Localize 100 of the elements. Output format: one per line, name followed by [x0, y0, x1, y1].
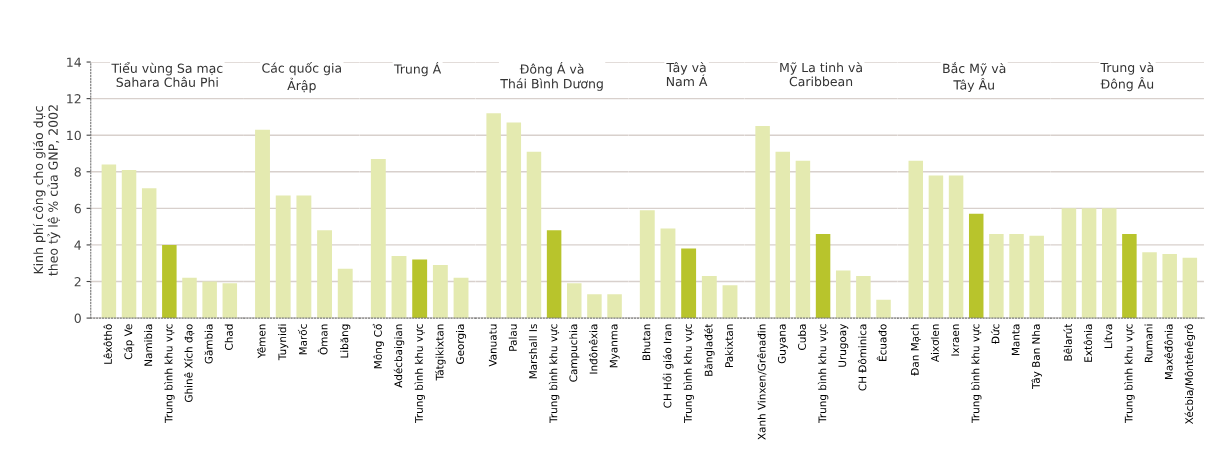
x-tick-label: Marốc [297, 324, 307, 355]
bar [1122, 233, 1137, 319]
bar [876, 299, 891, 319]
x-tick-label: Tây Ban Nha [1031, 324, 1042, 389]
x-tick-label: Cáp Ve [123, 324, 135, 360]
x-tick-label: Trung bình khu vực [683, 324, 694, 423]
bar [1142, 252, 1157, 319]
bar [255, 129, 270, 319]
bar [1009, 233, 1024, 319]
bar [526, 151, 542, 319]
text: Các quốc gia Ảrập [262, 62, 341, 93]
y-tick-label: 6 [74, 203, 81, 214]
bar [101, 164, 117, 319]
bar [202, 281, 217, 319]
chart-title: Tây và Nam Á [666, 62, 708, 87]
x-tick-label: Ixraen [951, 324, 960, 356]
bar [795, 160, 811, 319]
bar [370, 158, 386, 319]
y-axis-title: Kinh phí công cho giáo dục theo tỷ lệ % của GNP, 2002 [32, 105, 61, 276]
bar [639, 210, 655, 319]
x-tick-label: Bêlarút [1063, 323, 1072, 361]
bar [1061, 208, 1077, 319]
bar [681, 248, 697, 319]
y-tick-label: 8 [74, 167, 81, 177]
x-tick-label: Georgia [456, 324, 467, 364]
y-tick-label: 12 [67, 94, 81, 104]
bar [948, 175, 964, 319]
x-tick-label: Tuynidi [278, 324, 289, 361]
x-tick-label: Inđônêxia [588, 324, 598, 374]
bar [755, 126, 770, 319]
x-tick-label: Pakixtan [724, 324, 734, 367]
x-tick-label: Êcuađo [876, 324, 887, 361]
x-tick-label: Marshall Is [528, 324, 537, 379]
bar [567, 283, 582, 319]
bar [928, 175, 944, 319]
x-tick-label: CH Đôminica [857, 324, 867, 391]
bar [222, 283, 238, 319]
x-tick-label: Ghinê Xích đạo [184, 324, 195, 402]
bar [835, 270, 851, 319]
bar [607, 294, 622, 319]
bar [968, 213, 984, 319]
y-tick-label: 2 [74, 276, 81, 287]
x-tick-label: Yêmen [257, 324, 266, 359]
x-tick-label: Gămbia [204, 324, 213, 364]
chart-title: Tiểu vùng Sa mạc Sahara Châu Phi [111, 62, 223, 87]
x-tick-label: Adécbaigian [393, 324, 405, 388]
text: Bắc Mỹ và Tây Âu [943, 62, 1006, 93]
bar [337, 268, 353, 319]
x-tick-label: Trung bình khu vực [817, 324, 829, 423]
bar [989, 233, 1004, 319]
bar [391, 255, 407, 319]
x-tick-label: Lêxôthô [103, 324, 112, 364]
x-tick-label: Trung bình khu vực [970, 324, 982, 423]
y-tick-label: 14 [67, 57, 82, 67]
bar [412, 259, 428, 319]
bar [121, 169, 137, 319]
y-tick-label: 4 [74, 240, 82, 250]
bar [1029, 235, 1044, 319]
x-tick-label: CH Hồi giáo Iran [662, 324, 674, 408]
x-tick-label: Namibia [144, 324, 153, 366]
bar [1182, 257, 1198, 319]
x-tick-label: Libăng [340, 324, 351, 358]
chart-title: Mỹ La tinh và Caribbean [780, 62, 862, 87]
chart-title: Trung Á [393, 62, 442, 77]
x-tick-label: Ôman [317, 324, 328, 355]
bar [908, 160, 924, 319]
x-tick-label: Tátgikixtan [435, 324, 446, 381]
bar [506, 122, 522, 319]
y-tick-label: 0 [74, 313, 81, 324]
bar [546, 230, 562, 319]
x-tick-label: Đan Mạch [910, 324, 921, 376]
x-tick-label: Maxêđônia [1164, 324, 1173, 380]
x-tick-label: Trung bình khu vực [164, 324, 175, 423]
bar [162, 244, 177, 319]
x-tick-label: Manta [1011, 324, 1020, 356]
x-tick-label: Guyana [777, 324, 788, 364]
x-tick-label: Xanh Vinxen/Grênađin [757, 324, 767, 440]
bar [701, 276, 717, 319]
x-tick-label: Cuba [797, 324, 806, 350]
bar [660, 228, 676, 319]
x-tick-label: Palau [508, 324, 517, 351]
x-tick-label: Trung bình khu vực [414, 324, 425, 423]
x-tick-label: Urugoay [838, 323, 849, 367]
bar [182, 277, 197, 319]
bar [296, 195, 312, 319]
bar [1081, 208, 1097, 319]
x-tick-label: Myanma [609, 324, 620, 368]
x-tick-label: Trung bình khu vực [548, 324, 560, 423]
bar [432, 265, 448, 319]
bar [1101, 208, 1117, 319]
bar [775, 151, 791, 319]
bar [486, 113, 501, 319]
x-tick-label: Mông Cổ [372, 323, 384, 369]
x-tick-label: Chad [224, 324, 233, 350]
bar [587, 294, 602, 319]
bar [453, 277, 469, 319]
x-tick-label: Extônia [1083, 324, 1093, 362]
bar [722, 285, 738, 319]
x-tick-label: Rumani [1144, 324, 1153, 363]
bar [317, 230, 332, 319]
